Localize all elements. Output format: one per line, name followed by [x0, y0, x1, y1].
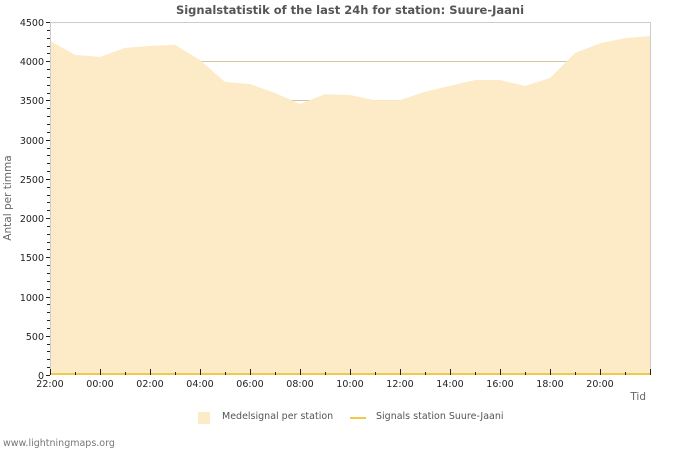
svg-text:00:00: 00:00: [86, 379, 113, 390]
svg-text:22:00: 22:00: [36, 379, 63, 390]
legend-item-station-signals[interactable]: Signals station Suure-Jaani: [350, 411, 504, 422]
svg-text:04:00: 04:00: [186, 379, 213, 390]
area-swatch-icon: [198, 412, 210, 424]
axes: [46, 22, 651, 376]
svg-text:06:00: 06:00: [236, 379, 263, 390]
legend-label: Signals station Suure-Jaani: [376, 411, 504, 422]
y-axis-label: Antal per timma: [2, 155, 14, 241]
x-tick-labels: 22:00 00:00 02:00 04:00 06:00 08:00 10:00 12:00…: [36, 379, 613, 390]
svg-text:18:00: 18:00: [536, 379, 563, 390]
svg-text:500: 500: [26, 332, 44, 343]
x-axis-label: Tid: [630, 391, 646, 403]
svg-text:3500: 3500: [20, 96, 44, 107]
svg-text:08:00: 08:00: [286, 379, 313, 390]
svg-text:2500: 2500: [20, 175, 44, 186]
chart-title: Signalstatistik of the last 24h for stat…: [175, 3, 525, 17]
legend-item-medelsignal[interactable]: Medelsignal per station: [198, 411, 334, 424]
svg-text:02:00: 02:00: [136, 379, 163, 390]
svg-text:16:00: 16:00: [486, 379, 513, 390]
svg-text:1500: 1500: [20, 253, 44, 264]
svg-text:10:00: 10:00: [336, 379, 363, 390]
svg-text:12:00: 12:00: [386, 379, 413, 390]
svg-text:4500: 4500: [20, 18, 44, 29]
svg-text:0: 0: [38, 371, 44, 382]
svg-text:2000: 2000: [20, 214, 44, 225]
footer-credit: www.lightningmaps.org: [3, 438, 115, 449]
svg-text:20:00: 20:00: [586, 379, 613, 390]
svg-text:3000: 3000: [20, 136, 44, 147]
svg-text:1000: 1000: [20, 293, 44, 304]
area-medelsignal: [50, 36, 650, 375]
legend-label: Medelsignal per station: [222, 411, 334, 422]
svg-text:4000: 4000: [20, 57, 44, 68]
line-swatch-icon: [350, 417, 366, 419]
svg-text:14:00: 14:00: [436, 379, 463, 390]
y-tick-labels: 0 500 1000 1500 2000 2500 3000 3500 4000 4500: [20, 18, 44, 382]
